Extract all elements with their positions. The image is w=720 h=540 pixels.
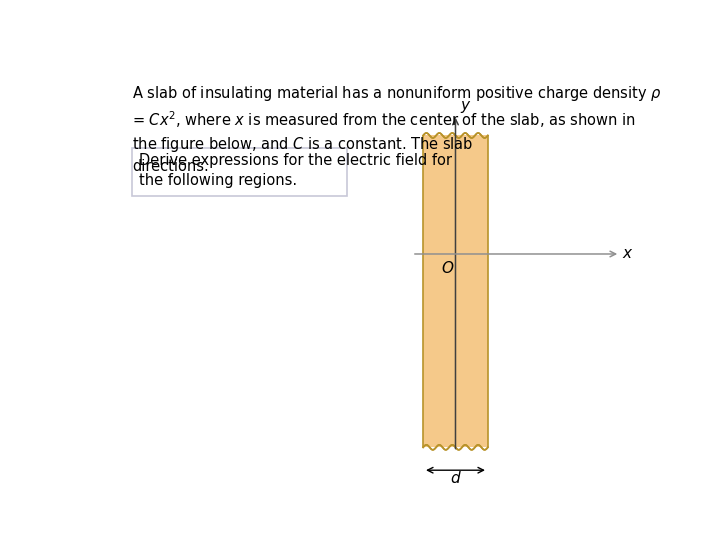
Text: d: d xyxy=(451,471,460,487)
Text: O: O xyxy=(441,261,453,276)
Bar xyxy=(423,136,488,447)
Text: y: y xyxy=(460,98,469,113)
Text: x: x xyxy=(623,246,632,261)
Bar xyxy=(418,94,493,136)
Text: A slab of insulating material has a nonuniform positive charge density $\rho$
= : A slab of insulating material has a nonu… xyxy=(132,84,662,174)
Text: Derive expressions for the electric field for
the following regions.: Derive expressions for the electric fiel… xyxy=(138,153,451,188)
Bar xyxy=(418,447,493,489)
FancyBboxPatch shape xyxy=(132,148,347,196)
